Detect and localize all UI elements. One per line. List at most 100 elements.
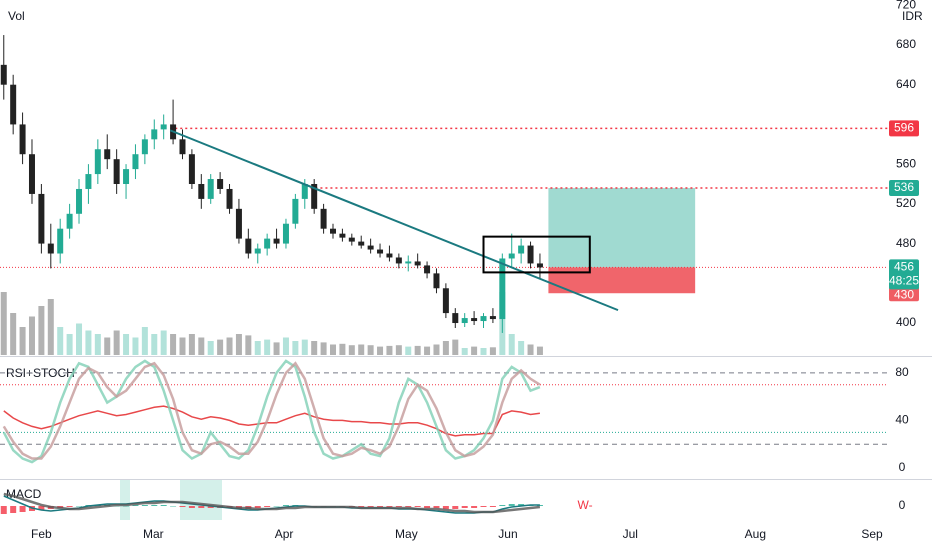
- x-tick-label: May: [395, 527, 418, 541]
- trendline: [169, 129, 619, 312]
- candle-body: [19, 124, 26, 155]
- histogram-bar: [452, 506, 459, 509]
- candle-body: [226, 188, 233, 209]
- candle-body: [264, 238, 271, 249]
- volume-bar: [367, 345, 374, 355]
- candle-body: [405, 261, 412, 264]
- candle-body: [377, 249, 384, 254]
- candle-body: [10, 84, 17, 125]
- price-label-box: [889, 179, 919, 196]
- volume-bar: [508, 334, 515, 355]
- indicator-line: [3, 405, 540, 437]
- histogram-bar: [424, 506, 431, 508]
- volume-bar: [518, 341, 525, 355]
- volume-bar: [471, 346, 478, 355]
- candle-body: [311, 184, 318, 209]
- candle-body: [273, 238, 280, 244]
- histogram-bar: [188, 506, 195, 508]
- volume-bar: [273, 342, 280, 355]
- histogram-bar: [132, 505, 139, 506]
- candle-body: [471, 318, 478, 322]
- volume-bar: [245, 335, 252, 355]
- candle-body: [442, 288, 449, 314]
- target-zone: [548, 187, 696, 268]
- countdown: 48:25: [889, 274, 919, 288]
- candle-body: [461, 318, 468, 324]
- candle-body: [57, 228, 64, 254]
- y-tick-label: 720: [896, 0, 916, 11]
- candle-body: [254, 248, 261, 254]
- histogram-bar: [38, 506, 45, 510]
- volume-bar: [339, 343, 346, 355]
- histogram-bar: [160, 505, 167, 506]
- candle-body: [348, 237, 355, 242]
- histogram-bar: [508, 504, 515, 506]
- candle-body: [113, 159, 120, 185]
- volume-bar: [170, 334, 177, 355]
- volume-bar: [66, 334, 73, 355]
- volume-bar: [301, 339, 308, 355]
- price-label-box: [889, 259, 919, 290]
- histogram-bar: [367, 506, 374, 507]
- histogram-bar: [179, 506, 186, 507]
- candle-body: [76, 188, 83, 214]
- volume-bar: [217, 339, 224, 355]
- candle-body: [452, 313, 459, 324]
- volume-bar: [141, 327, 148, 355]
- y-tick-label: 680: [896, 37, 916, 51]
- histogram-bar: [499, 505, 506, 506]
- candle-body: [123, 169, 130, 185]
- volume-bar: [198, 337, 205, 355]
- volume-bar: [433, 344, 440, 355]
- volume-bar: [386, 345, 393, 355]
- volume-bar: [188, 334, 195, 355]
- candle-body: [508, 253, 515, 259]
- volume-bar: [311, 341, 318, 355]
- histogram-bar: [10, 506, 17, 513]
- annotation: W-: [578, 498, 593, 512]
- candle-body: [499, 258, 506, 320]
- candle-body: [339, 233, 346, 238]
- y-tick-label: 0: [899, 498, 906, 512]
- volume-bar: [424, 346, 431, 355]
- histogram-bar: [273, 506, 280, 507]
- histogram-bar: [386, 506, 393, 507]
- candle-body: [179, 139, 186, 155]
- volume-bar: [94, 334, 101, 355]
- y-tick-label: 40: [895, 413, 909, 427]
- candle-body: [245, 238, 252, 254]
- candle-body: [395, 257, 402, 264]
- candle-body: [527, 245, 534, 264]
- volume-bar: [320, 342, 327, 355]
- volume-bar: [377, 346, 384, 355]
- volume-bar: [292, 341, 299, 355]
- candle-body: [489, 316, 496, 320]
- x-tick-label: Jun: [498, 527, 517, 541]
- volume-bar: [85, 330, 92, 355]
- histogram-bar: [254, 506, 261, 508]
- y-tick-label: 400: [896, 315, 916, 329]
- volume-bar: [395, 345, 402, 355]
- x-tick-label: Jul: [623, 527, 638, 541]
- volume-bar: [414, 345, 421, 355]
- price-label: 430: [894, 287, 914, 301]
- histogram-bar: [536, 505, 543, 506]
- histogram-bar: [405, 506, 412, 507]
- volume-bar: [442, 341, 449, 355]
- volume-bar: [480, 348, 487, 355]
- candle-body: [198, 184, 205, 199]
- y-tick-label: 480: [896, 236, 916, 250]
- volume-bar: [235, 334, 242, 355]
- x-tick-label: Sep: [861, 527, 883, 541]
- y-tick-label: 80: [895, 365, 909, 379]
- candle-body: [47, 243, 54, 254]
- candle-body: [518, 245, 525, 254]
- price-label: 536: [894, 180, 914, 194]
- indicator-line: [2, 361, 541, 460]
- volume-bar: [489, 347, 496, 355]
- histogram-bar: [282, 505, 289, 506]
- candle-body: [292, 198, 299, 224]
- candle-body: [235, 208, 242, 239]
- histogram-bar: [151, 505, 158, 506]
